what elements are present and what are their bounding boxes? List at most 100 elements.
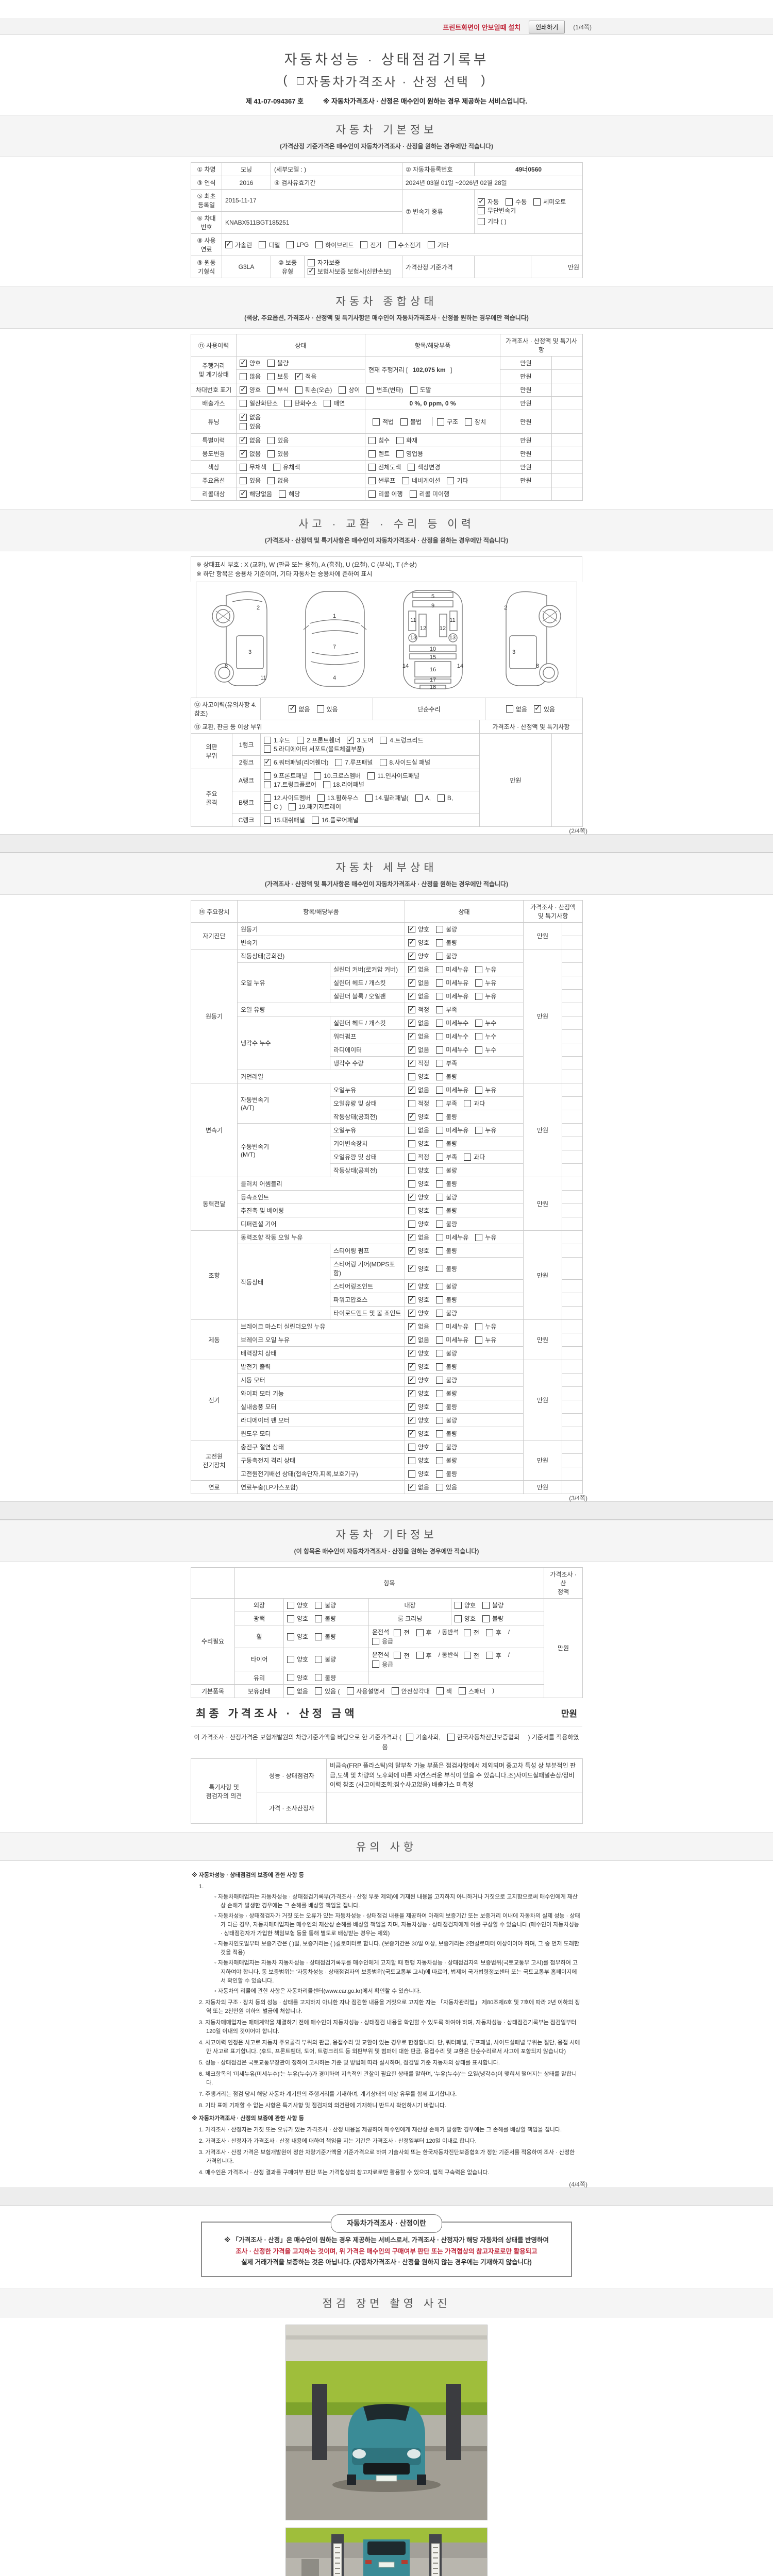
checkbox[interactable] [366, 386, 374, 394]
checkbox[interactable] [436, 1099, 444, 1107]
checkbox[interactable] [315, 1615, 323, 1622]
checkbox[interactable] [436, 1376, 444, 1384]
checkbox[interactable] [408, 1429, 416, 1437]
checkbox[interactable] [408, 1112, 416, 1121]
checkbox[interactable] [408, 1232, 416, 1241]
checkbox[interactable] [416, 1629, 424, 1636]
checkbox[interactable] [273, 463, 281, 471]
checkbox[interactable] [324, 399, 331, 407]
checkbox[interactable] [379, 758, 387, 766]
checkbox[interactable] [482, 1601, 490, 1609]
checkbox[interactable] [240, 358, 247, 367]
checkbox[interactable] [436, 1456, 444, 1464]
checkbox[interactable] [436, 1166, 444, 1174]
checkbox[interactable] [464, 1099, 472, 1107]
checkbox[interactable] [408, 1335, 416, 1344]
checkbox[interactable] [475, 1032, 483, 1040]
checkbox[interactable] [264, 757, 271, 766]
checkbox[interactable] [279, 490, 287, 498]
checkbox[interactable] [475, 1323, 483, 1330]
checkbox[interactable] [267, 477, 275, 484]
checkbox[interactable] [408, 1140, 416, 1147]
checkbox[interactable] [475, 1233, 483, 1241]
checkbox[interactable] [436, 1207, 444, 1214]
checkbox[interactable] [264, 781, 271, 788]
checkbox[interactable] [408, 1402, 416, 1411]
checkbox[interactable] [240, 435, 247, 444]
checkbox[interactable] [240, 399, 247, 407]
checkbox[interactable] [408, 1126, 416, 1134]
checkbox[interactable] [287, 241, 294, 248]
checkbox[interactable] [534, 704, 541, 713]
checkbox[interactable] [437, 794, 445, 802]
checkbox[interactable] [240, 477, 247, 484]
checkbox[interactable] [267, 372, 275, 380]
checkbox[interactable] [409, 490, 417, 498]
checkbox[interactable] [436, 1336, 444, 1344]
checkbox[interactable] [368, 450, 376, 457]
checkbox[interactable] [485, 1652, 493, 1659]
checkbox[interactable] [436, 1113, 444, 1121]
checkbox[interactable] [475, 979, 483, 987]
checkbox[interactable] [408, 964, 416, 973]
checkbox[interactable] [436, 1296, 444, 1303]
checkbox[interactable] [437, 418, 444, 426]
checkbox[interactable] [287, 1687, 294, 1695]
checkbox[interactable] [436, 952, 444, 960]
checkbox[interactable] [533, 198, 541, 206]
checkbox[interactable] [463, 1652, 471, 1659]
checkbox[interactable] [284, 399, 292, 407]
checkbox[interactable] [436, 1363, 444, 1370]
checkbox[interactable] [436, 992, 444, 1000]
checkbox[interactable] [436, 1193, 444, 1201]
checkbox[interactable] [408, 1192, 416, 1201]
checkbox[interactable] [455, 1615, 462, 1622]
checkbox[interactable] [436, 1233, 444, 1241]
checkbox[interactable] [264, 745, 271, 753]
checkbox[interactable] [315, 1687, 323, 1695]
checkbox[interactable] [436, 1180, 444, 1188]
checkbox[interactable] [297, 77, 305, 84]
checkbox[interactable] [240, 372, 247, 380]
checkbox[interactable] [436, 1006, 444, 1013]
checkbox[interactable] [475, 992, 483, 1000]
checkbox[interactable] [308, 259, 315, 266]
checkbox[interactable] [408, 1031, 416, 1040]
checkbox[interactable] [317, 794, 325, 802]
checkbox[interactable] [482, 1615, 490, 1622]
checkbox[interactable] [314, 772, 322, 779]
checkbox[interactable] [408, 1180, 416, 1188]
checkbox[interactable] [315, 1674, 323, 1682]
checkbox[interactable] [436, 1019, 444, 1027]
checkbox[interactable] [408, 1443, 416, 1451]
checkbox[interactable] [436, 1032, 444, 1040]
checkbox[interactable] [335, 758, 343, 766]
checkbox[interactable] [475, 1126, 483, 1134]
checkbox[interactable] [436, 1323, 444, 1330]
checkbox[interactable] [408, 1308, 416, 1317]
checkbox[interactable] [267, 436, 275, 444]
checkbox[interactable] [408, 978, 416, 987]
checkbox[interactable] [436, 1430, 444, 1437]
checkbox[interactable] [408, 1456, 416, 1464]
checkbox[interactable] [436, 1443, 444, 1451]
checkbox[interactable] [264, 803, 271, 810]
checkbox[interactable] [408, 1321, 416, 1330]
checkbox[interactable] [436, 1309, 444, 1317]
checkbox[interactable] [267, 450, 275, 457]
checkbox[interactable] [287, 1674, 294, 1682]
checkbox[interactable] [436, 939, 444, 946]
checkbox[interactable] [436, 1059, 444, 1067]
checkbox[interactable] [316, 705, 324, 713]
checkbox[interactable] [408, 1415, 416, 1424]
checkbox[interactable] [240, 412, 247, 421]
checkbox[interactable] [436, 1220, 444, 1228]
checkbox[interactable] [436, 1247, 444, 1255]
checkbox[interactable] [402, 477, 410, 484]
checkbox[interactable] [436, 965, 444, 973]
checkbox[interactable] [346, 1687, 354, 1695]
checkbox[interactable] [475, 1046, 483, 1054]
checkbox[interactable] [408, 1005, 416, 1013]
checkbox[interactable] [458, 1687, 466, 1695]
checkbox[interactable] [436, 1282, 444, 1290]
